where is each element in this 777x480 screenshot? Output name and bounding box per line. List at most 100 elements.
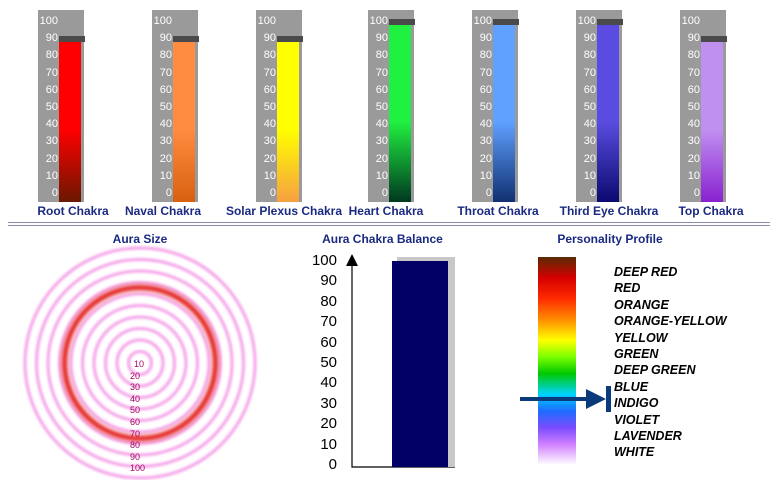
personality-item: INDIGO	[614, 396, 659, 411]
meter-tick: 30	[375, 135, 388, 148]
chakra-meter-4: 100 90 80 70 60 50 40 30 20 10 0	[472, 10, 519, 202]
personality-item: VIOLET	[614, 412, 660, 427]
meter-tick: 40	[479, 118, 492, 131]
divider-bottom	[8, 225, 770, 226]
meter-tick: 0	[51, 187, 58, 199]
meter-cap	[597, 19, 623, 25]
meter-tick: 70	[479, 66, 492, 79]
aura-ring	[46, 269, 234, 457]
meter-cap	[389, 19, 415, 25]
meter-tick: 70	[583, 66, 596, 79]
aura-size-ring	[62, 285, 218, 441]
personality-item: DEEP RED	[614, 265, 678, 279]
aura-chakra-balance-title: Aura Chakra Balance	[322, 232, 443, 246]
meter-tick: 20	[583, 152, 596, 165]
aura-tick: 100	[130, 463, 146, 474]
meter-fill	[59, 41, 81, 202]
balance-tick: 50	[320, 354, 337, 371]
aura-ring	[35, 258, 245, 468]
chakra-label: Top Chakra	[678, 204, 744, 218]
meter-tick: 10	[159, 169, 172, 182]
aura-tick: 10	[134, 359, 145, 369]
meter-tick: 50	[479, 101, 492, 113]
meter-tick: 10	[583, 169, 596, 182]
chakra-label: Naval Chakra	[124, 204, 202, 218]
meter-fill	[277, 41, 299, 202]
meter-scale: 100 90 80 70 60 50 40 30 20 10 0	[680, 10, 700, 202]
meter-fill	[389, 24, 411, 202]
meter-scale: 100 90 80 70 60 50 40 30 20 10 0	[576, 10, 596, 202]
meter-tick: 90	[263, 32, 276, 45]
meter-scale: 100 90 80 70 60 50 40 30 20 10 0	[256, 10, 276, 202]
aura-ring	[81, 304, 199, 422]
personality-item: RED	[614, 281, 641, 296]
personality-item: GREEN	[614, 347, 659, 361]
meter-cap	[701, 36, 727, 43]
meter-tick: 10	[375, 169, 388, 182]
meter-tick: 20	[263, 152, 276, 165]
meter-tick: 10	[263, 169, 276, 182]
meter-tick: 80	[375, 49, 388, 62]
aura-ring	[115, 338, 165, 388]
meter-tick: 40	[375, 118, 388, 131]
aura-ring	[104, 327, 176, 399]
aura-ring	[127, 350, 153, 376]
meter-scale: 100 90 80 70 60 50 40 30 20 10 0	[472, 10, 492, 202]
aura-tick: 20	[130, 370, 141, 381]
balance-tick: 60	[320, 333, 337, 351]
meter-tick: 40	[687, 118, 700, 131]
meter-tick: 0	[589, 187, 596, 199]
meter-tick: 70	[263, 66, 276, 79]
meter-tick: 60	[159, 83, 172, 96]
meter-tick: 0	[381, 187, 388, 199]
meter-tick: 70	[375, 66, 388, 79]
chakra-label: Heart Chakra	[348, 204, 424, 218]
aura-tick: 90	[130, 451, 141, 462]
meter-tick: 30	[583, 135, 596, 148]
meter-tick: 30	[479, 135, 492, 148]
chakra-label: Root Chakra	[37, 204, 109, 218]
meter-tick: 50	[583, 101, 596, 113]
meter-tick: 40	[45, 118, 58, 131]
balance-tick: 90	[320, 272, 337, 290]
meter-tick: 20	[45, 152, 58, 165]
meter-fill	[701, 41, 723, 202]
meter-tick: 100	[369, 15, 388, 27]
meter-tick: 80	[159, 49, 172, 62]
meter-tick: 100	[577, 15, 596, 27]
meter-tick: 0	[165, 187, 172, 199]
meter-tick: 50	[375, 101, 388, 113]
meter-tick: 0	[485, 187, 492, 199]
chakra-label: Third Eye Chakra	[559, 204, 659, 218]
meter-cap	[173, 36, 199, 43]
chakra-meter-0: 100 90 80 70 60 50 40 30 20 10 0	[38, 10, 85, 202]
balance-tick: 30	[320, 394, 337, 412]
meter-tick: 90	[687, 32, 700, 45]
meter-tick: 90	[479, 32, 492, 45]
meter-tick: 70	[687, 66, 700, 79]
personality-item: DEEP GREEN	[614, 363, 696, 378]
meter-tick: 100	[473, 15, 492, 27]
balance-tick: 0	[328, 456, 337, 473]
meter-tick: 50	[687, 101, 700, 113]
meter-cap	[493, 19, 519, 25]
meter-scale: 100 90 80 70 60 50 40 30 20 10 0	[368, 10, 388, 202]
meter-tick: 0	[693, 187, 700, 199]
balance-tick: 100	[311, 252, 337, 269]
meter-tick: 40	[263, 118, 276, 131]
meter-tick: 100	[681, 15, 700, 27]
meter-scale: 100 90 80 70 60 50 40 30 20 10 0	[38, 10, 58, 202]
aura-tick: 80	[130, 440, 141, 451]
aura-tick: 40	[130, 393, 141, 404]
balance-tick: 70	[320, 313, 337, 331]
meter-tick: 60	[45, 83, 58, 96]
meter-tick: 60	[687, 83, 700, 96]
meter-tick: 80	[687, 49, 700, 62]
balance-axis-arrow-icon	[346, 254, 358, 266]
meter-tick: 10	[45, 169, 58, 182]
personality-pointer-icon	[520, 386, 611, 412]
personality-item: BLUE	[614, 379, 649, 394]
meter-tick: 100	[257, 15, 276, 27]
meter-tick: 30	[263, 135, 276, 148]
personality-item: WHITE	[614, 445, 655, 460]
